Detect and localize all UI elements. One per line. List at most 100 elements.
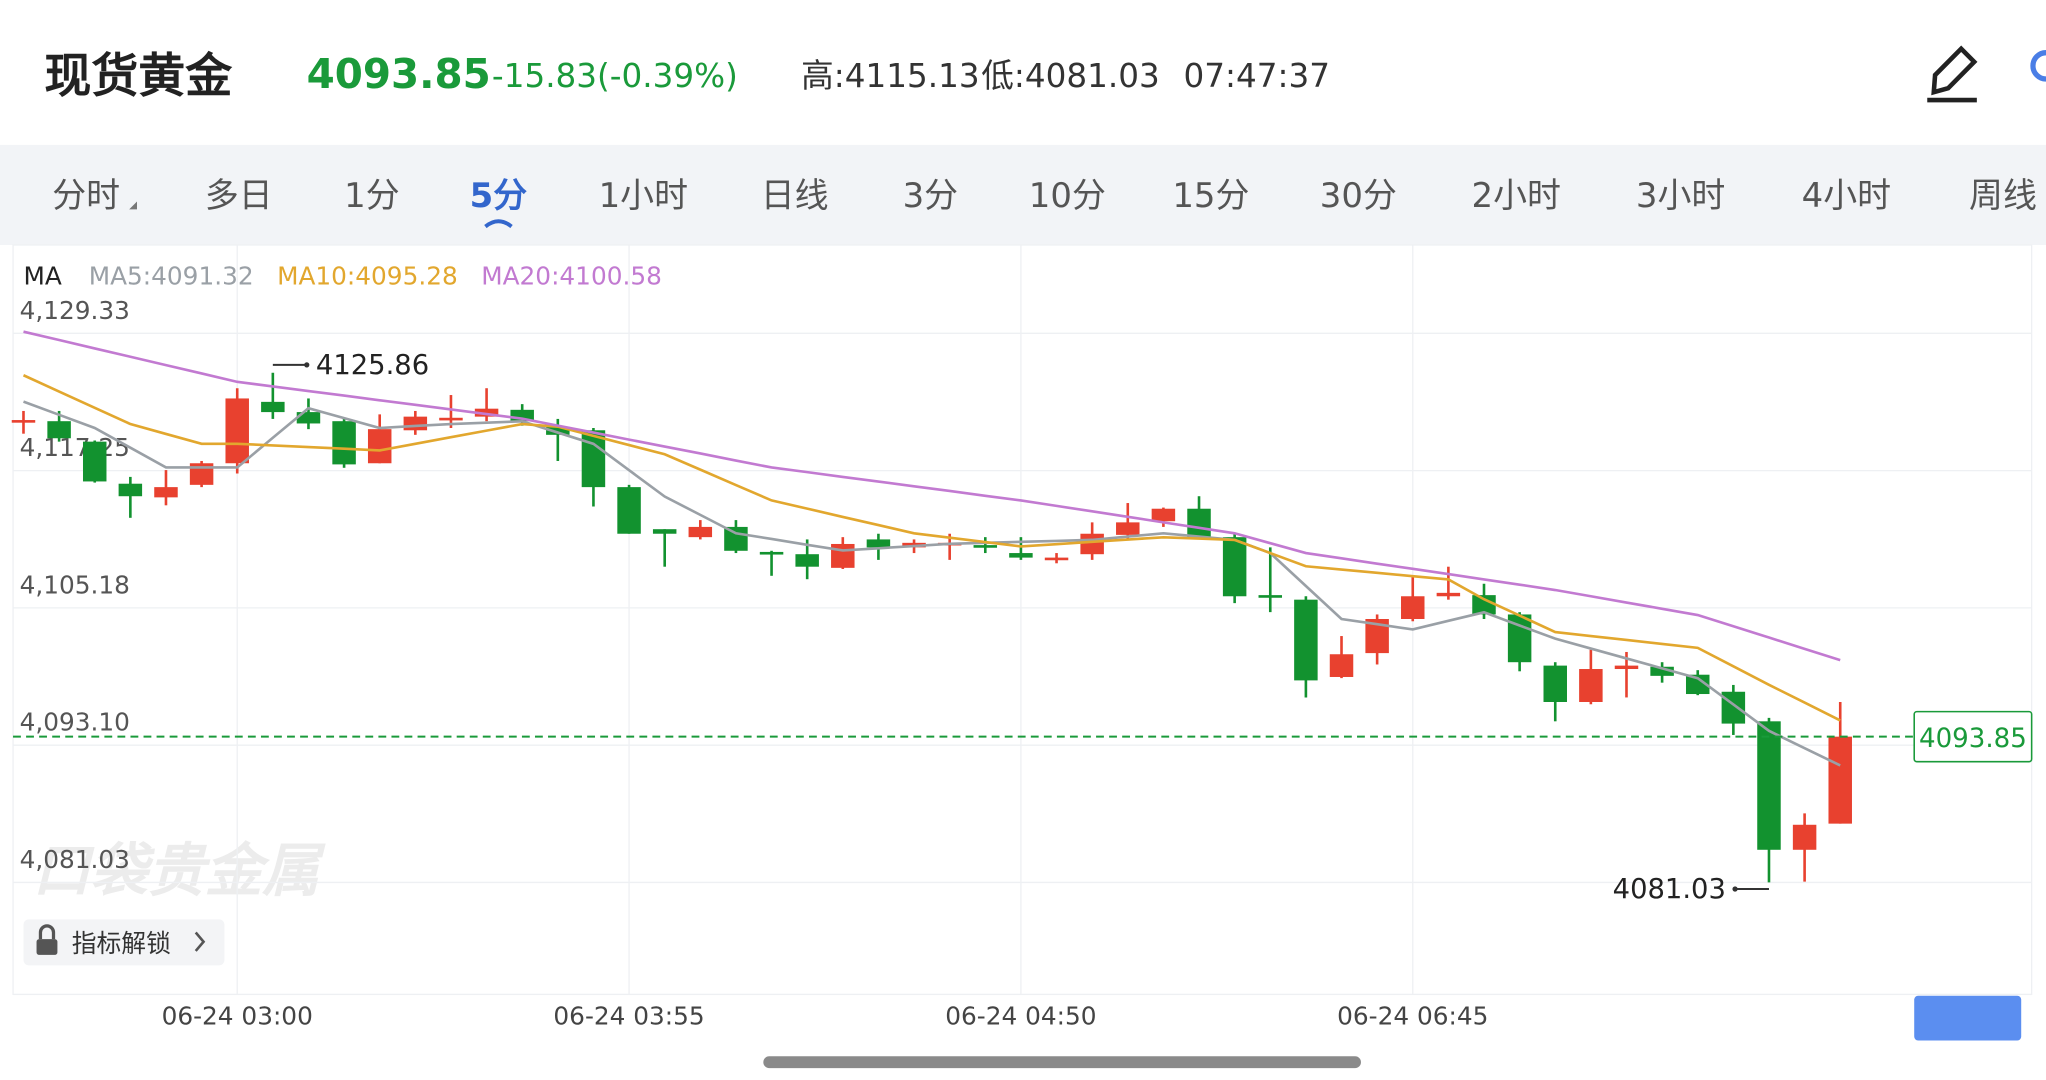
lock-icon bbox=[36, 939, 58, 955]
candle-body bbox=[1009, 553, 1033, 558]
legend-entry: MA5:4091.32 bbox=[89, 261, 254, 290]
high-label: 4125.86 bbox=[316, 349, 429, 381]
candle-body bbox=[1650, 666, 1674, 676]
price: 4093.85 bbox=[307, 50, 491, 98]
tab[interactable]: 周线 bbox=[1969, 176, 2037, 216]
ma-line bbox=[23, 330, 1841, 662]
candle-body bbox=[1828, 736, 1852, 824]
y-tick-label: 4,093.10 bbox=[20, 708, 130, 737]
low-dot bbox=[1732, 886, 1738, 892]
indicator-button[interactable]: 指标解锁 bbox=[23, 919, 225, 966]
time: 07:47:37 bbox=[1183, 57, 1329, 95]
candle-body bbox=[1222, 537, 1247, 597]
candle-body bbox=[1044, 557, 1069, 561]
candle-body bbox=[403, 416, 428, 431]
tab[interactable]: 3分 bbox=[903, 176, 959, 216]
candle-body bbox=[1472, 595, 1496, 615]
tab[interactable]: 多日 bbox=[205, 176, 273, 216]
tab[interactable]: 1小时 bbox=[599, 176, 688, 216]
low-label: 4081.03 bbox=[1613, 873, 1726, 905]
last-price-label: 4093.85 bbox=[1919, 724, 2027, 754]
plot-frame bbox=[12, 244, 2033, 996]
tab[interactable]: 30分 bbox=[1320, 176, 1397, 216]
candle-body bbox=[831, 543, 855, 568]
candle-body bbox=[332, 421, 356, 465]
tab[interactable]: 4小时 bbox=[1802, 176, 1891, 216]
candle-body bbox=[225, 398, 249, 464]
tab[interactable]: 10分 bbox=[1029, 176, 1106, 216]
candle-body bbox=[1792, 824, 1817, 850]
candle-body bbox=[439, 417, 463, 421]
candle-body bbox=[82, 441, 107, 482]
y-tick-label: 4,129.33 bbox=[20, 296, 130, 325]
candle-body bbox=[1294, 599, 1318, 681]
day-low: 低:4081.03 bbox=[981, 57, 1159, 95]
candle-body bbox=[973, 545, 998, 548]
watermark: 口袋贵金属 bbox=[33, 836, 326, 904]
tab[interactable]: 1分 bbox=[344, 176, 400, 216]
candle-body bbox=[724, 526, 748, 551]
candle-body bbox=[795, 554, 819, 567]
candle-body bbox=[1258, 595, 1283, 598]
button-bg bbox=[23, 919, 225, 966]
candle-body bbox=[474, 408, 499, 417]
tab[interactable]: 2小时 bbox=[1472, 176, 1561, 216]
candle-body bbox=[1329, 654, 1354, 677]
change: -15.83(-0.39%) bbox=[492, 57, 738, 95]
tab-bar bbox=[0, 144, 2046, 245]
home-indicator bbox=[763, 1056, 1361, 1069]
candle-body bbox=[546, 426, 570, 435]
header-bg bbox=[0, 0, 2046, 145]
candle-body bbox=[688, 526, 713, 538]
candle-body bbox=[261, 401, 285, 413]
ma-label: MA bbox=[23, 261, 61, 290]
candle-body bbox=[1365, 619, 1389, 654]
candle-body bbox=[510, 409, 534, 422]
candle-body bbox=[581, 430, 606, 488]
candle-body bbox=[1614, 665, 1639, 670]
edit-icon[interactable] bbox=[1927, 45, 1978, 103]
candle-body bbox=[1543, 665, 1567, 702]
y-tick-label: 4,081.03 bbox=[20, 845, 130, 874]
tab[interactable]: 分时 bbox=[52, 176, 120, 216]
x-tick-label: 06-24 03:55 bbox=[553, 1002, 704, 1031]
y-tick-label: 4,105.18 bbox=[20, 570, 130, 599]
tab[interactable]: 5分 bbox=[470, 176, 528, 216]
candle-body bbox=[296, 412, 321, 424]
tab[interactable]: 3小时 bbox=[1636, 176, 1725, 216]
candle-body bbox=[1579, 669, 1603, 702]
blue-tab[interactable] bbox=[1914, 995, 2022, 1041]
candle-body bbox=[154, 487, 178, 498]
candle-body bbox=[367, 429, 392, 464]
candle-body bbox=[1151, 508, 1176, 522]
button-text: 指标解锁 bbox=[72, 929, 171, 958]
search-icon[interactable] bbox=[2030, 50, 2046, 82]
day-high: 高:4115.13 bbox=[801, 57, 979, 95]
candle-body bbox=[866, 539, 891, 548]
ma-line bbox=[23, 400, 1841, 767]
candle-body bbox=[1721, 691, 1746, 724]
tab[interactable]: 日线 bbox=[761, 176, 829, 216]
candle-body bbox=[1436, 592, 1461, 597]
candle-body bbox=[1757, 721, 1781, 850]
x-tick-label: 06-24 03:00 bbox=[162, 1002, 313, 1031]
x-tick-label: 06-24 04:50 bbox=[945, 1002, 1096, 1031]
legend-entry: MA20:4100.58 bbox=[481, 261, 662, 290]
candle-body bbox=[118, 483, 143, 497]
candle-body bbox=[1116, 522, 1140, 535]
candle-body bbox=[1187, 508, 1211, 538]
chevron bbox=[194, 931, 206, 952]
lock-shackle bbox=[38, 924, 56, 940]
high-dot bbox=[304, 362, 310, 368]
ma-line bbox=[22, 374, 1841, 722]
title: 现货黄金 bbox=[44, 49, 233, 104]
candle-body bbox=[1685, 674, 1710, 695]
x-tick-label: 06-24 06:45 bbox=[1337, 1002, 1488, 1031]
candle-body bbox=[11, 420, 36, 423]
legend-entry: MA10:4095.28 bbox=[277, 261, 458, 290]
tab-indicator bbox=[484, 219, 513, 229]
candle-body bbox=[617, 487, 641, 534]
tab[interactable]: 15分 bbox=[1172, 176, 1249, 216]
